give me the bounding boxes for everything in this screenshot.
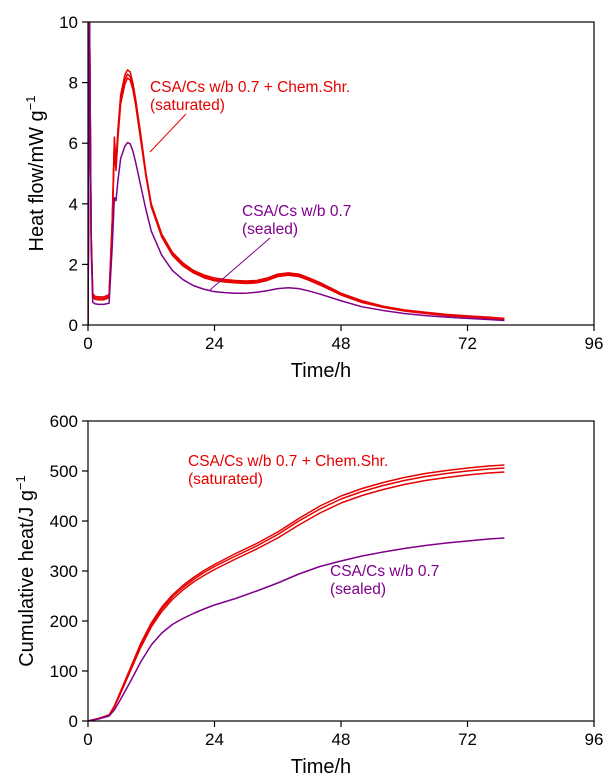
y-tick-label: 10 — [59, 13, 78, 32]
x-tick-label: 48 — [332, 334, 351, 353]
plot-frame — [87, 21, 595, 326]
series-annotation: CSA/Cs w/b 0.7 + Chem.Shr. (saturated) — [150, 79, 350, 114]
chart-2: 0 24 48 72 96 0 100 200 300 400 500 600 Time/h Cumula… — [13, 412, 603, 778]
annotation-line: (saturated) — [150, 97, 225, 114]
annotation-line: (sealed) — [330, 581, 386, 598]
y-axis-label: Cumulative heat/J g−1 — [13, 475, 38, 667]
series-annotation: CSA/Cs w/b 0.7 (sealed) — [242, 203, 351, 238]
y-tick-label: 300 — [50, 562, 78, 581]
y-tick-label: 8 — [69, 74, 78, 93]
series-line-saturated-3 — [88, 22, 505, 325]
series-line-saturated-1 — [88, 464, 505, 721]
series-line-sealed-4 — [88, 22, 505, 325]
series-line-saturated-2 — [88, 467, 505, 721]
y-axis-label-superscript: −1 — [13, 475, 28, 490]
y-tick-label: 100 — [50, 662, 78, 681]
series-annotation: CSA/Cs w/b 0.7 (sealed) — [330, 563, 439, 598]
annotation-line: (saturated) — [188, 471, 263, 488]
x-tick-label: 24 — [205, 730, 224, 749]
series-line-sealed-4 — [88, 537, 505, 721]
x-tick-label: 72 — [458, 334, 477, 353]
y-tick-label: 0 — [69, 316, 78, 335]
annotation-line: (sealed) — [242, 221, 298, 238]
x-tick-label: 24 — [205, 334, 224, 353]
series-line-saturated-2 — [88, 22, 505, 325]
y-tick-label: 4 — [69, 195, 78, 214]
annotation-line: CSA/Cs w/b 0.7 — [330, 563, 439, 580]
x-tick-label: 0 — [83, 730, 92, 749]
annotation-line: CSA/Cs w/b 0.7 — [242, 203, 351, 220]
y-tick-label: 500 — [50, 462, 78, 481]
y-axis-label: Heat flow/mW g−1 — [23, 96, 48, 252]
x-tick-label: 0 — [83, 334, 92, 353]
y-tick-label: 0 — [69, 712, 78, 731]
x-tick-label: 96 — [585, 334, 604, 353]
series-group — [88, 22, 505, 325]
y-tick-label: 400 — [50, 512, 78, 531]
y-tick-label: 6 — [69, 134, 78, 153]
y-tick-label: 200 — [50, 612, 78, 631]
series-group — [88, 464, 505, 721]
x-axis-label: Time/h — [291, 360, 351, 382]
x-tick-label: 48 — [332, 730, 351, 749]
y-tick-label: 2 — [69, 255, 78, 274]
annotation-line: CSA/Cs w/b 0.7 + Chem.Shr. — [188, 453, 388, 470]
annotation-line: CSA/Cs w/b 0.7 + Chem.Shr. — [150, 79, 350, 96]
y-axis-label-superscript: −1 — [23, 96, 38, 111]
annotation-leader-line — [209, 237, 271, 291]
annotation-leader-line — [149, 113, 187, 153]
x-tick-label: 96 — [585, 730, 604, 749]
series-line-saturated-1 — [88, 22, 505, 325]
y-tick-label: 600 — [50, 412, 78, 431]
x-tick-label: 72 — [458, 730, 477, 749]
series-annotation: CSA/Cs w/b 0.7 + Chem.Shr. (saturated) — [188, 453, 388, 488]
x-axis-label: Time/h — [291, 756, 351, 778]
series-line-saturated-3 — [88, 471, 505, 721]
